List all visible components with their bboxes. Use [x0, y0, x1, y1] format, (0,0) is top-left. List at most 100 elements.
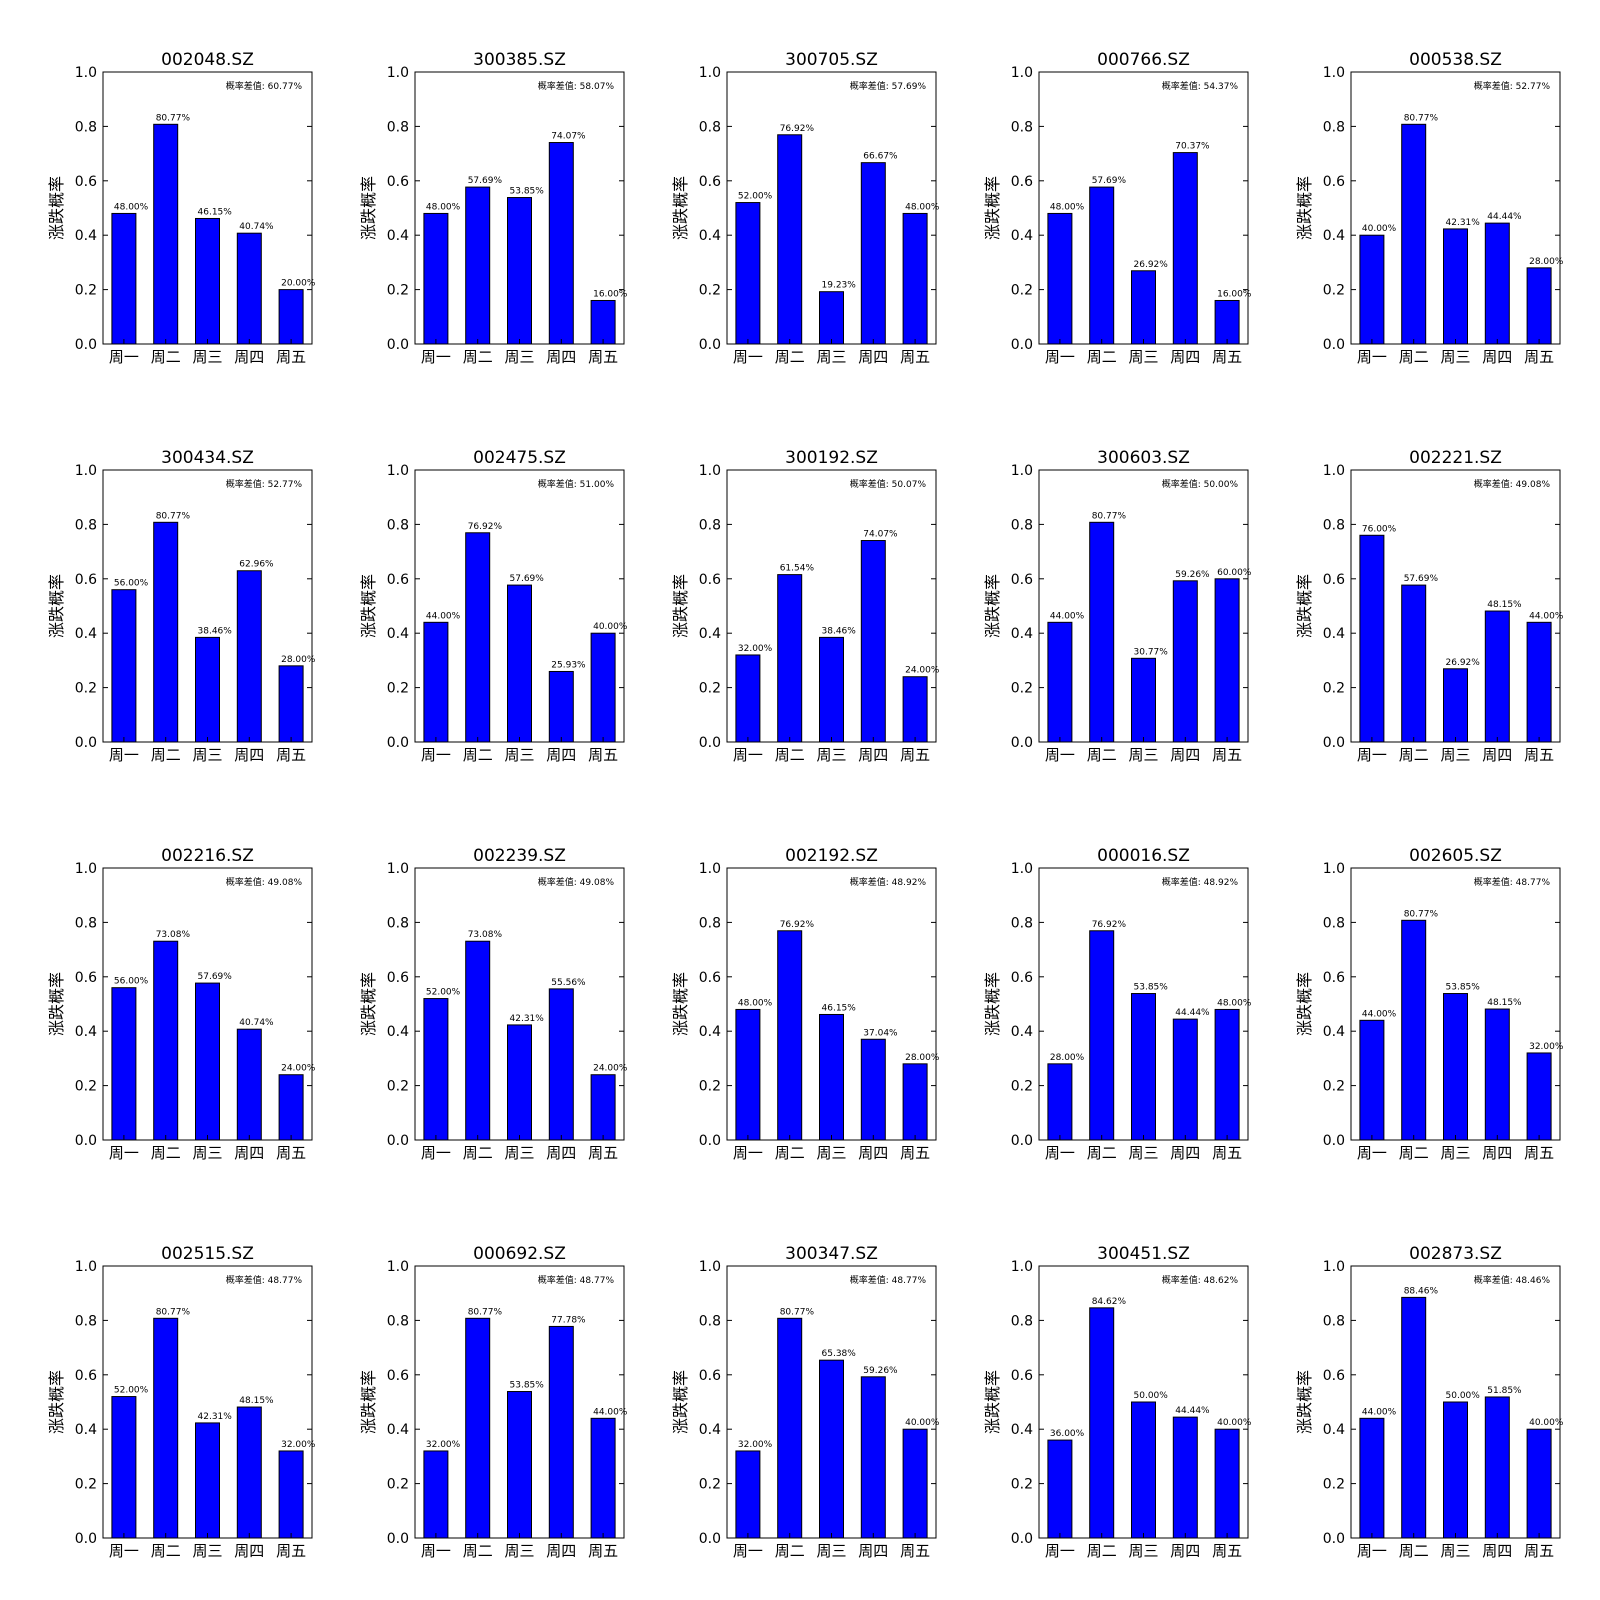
y-tick-label: 0.2 [387, 1079, 409, 1095]
bar [1484, 1008, 1510, 1141]
y-axis-label: 涨跌概率 [671, 574, 690, 638]
x-tick-label: 周一 [1357, 1542, 1387, 1560]
y-tick-label: 1.0 [699, 463, 721, 479]
y-tick-label: 0.4 [387, 1422, 409, 1438]
data-label: 42.31% [510, 1014, 545, 1024]
data-label: 53.85% [510, 187, 545, 197]
y-tick-label: 0.6 [387, 1368, 409, 1384]
y-tick-label: 1.0 [75, 65, 97, 81]
x-tick-label: 周一 [1357, 1144, 1387, 1162]
y-tick-label: 0.2 [699, 1477, 721, 1493]
y-tick-label: 0.2 [1323, 1477, 1345, 1493]
bar-chart-panel: 000538.SZ 涨跌概率 40.00% 80.77% 42.31% 44.44% 28.… [1295, 50, 1564, 366]
y-axis-label: 涨跌概率 [359, 972, 378, 1036]
data-label: 80.77% [156, 113, 191, 123]
data-label: 16.00% [593, 289, 628, 299]
x-tick-label: 周三 [1128, 746, 1158, 764]
bar [507, 1391, 532, 1539]
y-tick-label: 0.8 [1323, 119, 1345, 135]
bar [1214, 299, 1240, 345]
x-tick-label: 周一 [421, 746, 451, 764]
x-tick-label: 周四 [546, 1144, 576, 1162]
bar-chart-panel: 002873.SZ 涨跌概率 44.00% 88.46% 50.00% 51.85% 40.… [1295, 1244, 1564, 1560]
data-label: 20.00% [281, 279, 316, 289]
x-tick-label: 周二 [775, 1144, 805, 1162]
bar [111, 589, 137, 743]
y-tick-label: 0.6 [75, 1368, 97, 1384]
x-tick-label: 周五 [900, 1542, 930, 1560]
y-tick-label: 0.6 [1323, 572, 1345, 588]
y-axis-label: 涨跌概率 [983, 574, 1002, 638]
bar-chart-panel: 300192.SZ 涨跌概率 32.00% 61.54% 38.46% 74.07% 24.… [671, 448, 940, 764]
x-tick-label: 周五 [1524, 348, 1554, 366]
x-tick-label: 周四 [858, 1542, 888, 1560]
x-tick-label: 周三 [816, 1144, 846, 1162]
x-tick-label: 周三 [816, 1542, 846, 1560]
chart-title: 000538.SZ [1409, 50, 1502, 70]
x-tick-label: 周二 [1399, 348, 1429, 366]
y-tick-label: 1.0 [1011, 861, 1033, 877]
y-tick-label: 0.0 [75, 1133, 97, 1149]
y-tick-label: 1.0 [1011, 1259, 1033, 1275]
data-label: 44.44% [1175, 1008, 1210, 1018]
bar [153, 123, 179, 345]
y-tick-label: 1.0 [1323, 1259, 1345, 1275]
bar [1484, 1396, 1510, 1539]
bar [1047, 212, 1073, 345]
x-tick-label: 周四 [1482, 746, 1512, 764]
y-axis-label: 涨跌概率 [47, 176, 66, 240]
data-label: 80.77% [1404, 909, 1439, 919]
bar [507, 1024, 532, 1141]
probability-diff-annotation: 概率差值: 48.77% [850, 1274, 927, 1286]
data-label: 76.92% [468, 522, 503, 532]
data-label: 48.00% [905, 202, 940, 212]
y-tick-label: 1.0 [699, 1259, 721, 1275]
x-tick-label: 周三 [504, 1144, 534, 1162]
data-label: 48.15% [239, 1396, 274, 1406]
chart-title: 002475.SZ [473, 448, 566, 468]
data-label: 76.92% [780, 920, 815, 930]
x-tick-label: 周五 [588, 746, 618, 764]
y-axis-label: 涨跌概率 [1295, 574, 1314, 638]
bar [1089, 186, 1115, 345]
chart-title: 000766.SZ [1097, 50, 1190, 70]
x-tick-label: 周五 [1212, 1144, 1242, 1162]
x-tick-label: 周三 [1128, 1144, 1158, 1162]
data-label: 40.00% [593, 622, 628, 632]
bar-chart-panel: 002192.SZ 涨跌概率 48.00% 76.92% 46.15% 37.04% 28.… [671, 846, 940, 1162]
probability-diff-annotation: 概率差值: 49.08% [1474, 478, 1551, 490]
x-tick-label: 周五 [588, 1144, 618, 1162]
y-axis-label: 涨跌概率 [47, 574, 66, 638]
data-label: 60.00% [1217, 568, 1252, 578]
y-axis-label: 涨跌概率 [1295, 176, 1314, 240]
y-tick-label: 0.4 [1323, 1024, 1345, 1040]
y-axis-label: 涨跌概率 [359, 176, 378, 240]
y-tick-label: 0.4 [699, 626, 721, 642]
bar [1401, 584, 1427, 743]
x-tick-label: 周五 [588, 1542, 618, 1560]
x-tick-label: 周二 [1399, 746, 1429, 764]
x-tick-label: 周三 [1128, 348, 1158, 366]
y-axis-label: 涨跌概率 [983, 1370, 1002, 1434]
bar [465, 1317, 491, 1539]
y-tick-label: 0.4 [75, 1024, 97, 1040]
chart-title: 002048.SZ [161, 50, 254, 70]
x-tick-label: 周五 [1524, 1542, 1554, 1560]
data-label: 44.00% [426, 611, 461, 621]
x-tick-label: 周三 [504, 348, 534, 366]
bar-chart-panel: 002048.SZ 涨跌概率 48.00% 80.77% 46.15% 40.74% 20.… [47, 50, 316, 366]
x-tick-label: 周二 [151, 1542, 181, 1560]
y-tick-label: 0.2 [699, 1079, 721, 1095]
y-tick-label: 0.8 [699, 1313, 721, 1329]
probability-diff-annotation: 概率差值: 51.00% [538, 478, 615, 490]
x-tick-label: 周一 [733, 1144, 763, 1162]
y-tick-label: 0.4 [699, 228, 721, 244]
x-tick-label: 周四 [858, 746, 888, 764]
bar [423, 621, 449, 743]
x-tick-label: 周二 [775, 1542, 805, 1560]
data-label: 57.69% [1404, 574, 1439, 584]
y-tick-label: 0.2 [1323, 681, 1345, 697]
x-tick-label: 周一 [109, 746, 139, 764]
data-label: 44.44% [1487, 212, 1522, 222]
x-tick-label: 周五 [1212, 348, 1242, 366]
